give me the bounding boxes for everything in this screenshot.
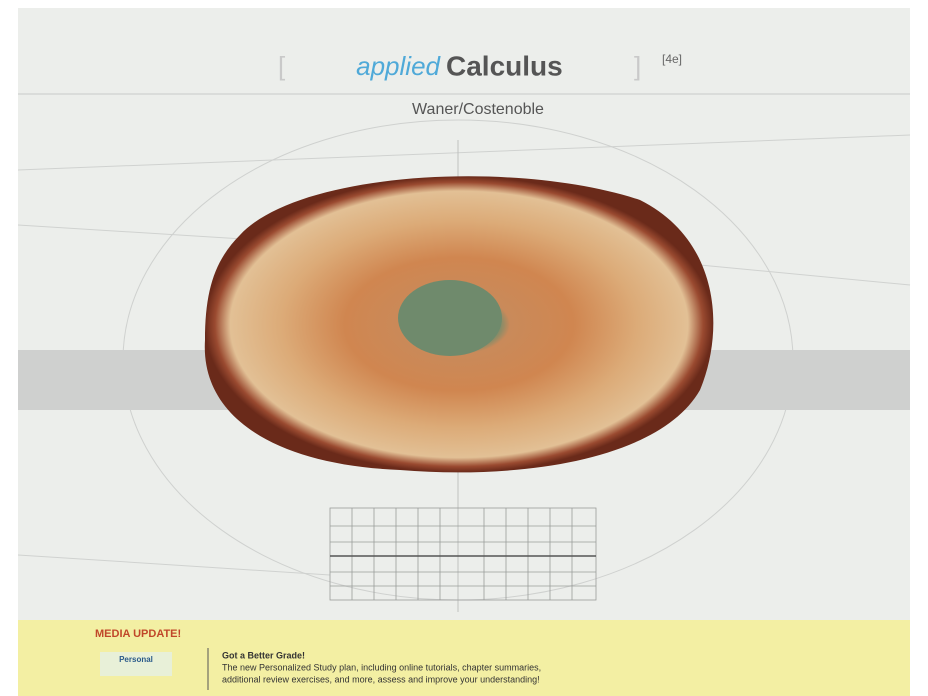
cover: [ applied Calculus ] [4e] Waner/Costenob… <box>0 0 928 696</box>
page: {"cover": { "title_prefix": "applied", "… <box>0 0 928 696</box>
bracket: ] <box>634 51 641 81</box>
banner-heading: MEDIA UPDATE! <box>95 628 181 640</box>
tree-core <box>398 280 502 356</box>
banner-logo: Personal <box>119 655 153 664</box>
banner-line: additional review exercises, and more, a… <box>222 674 540 684</box>
title: Calculus <box>446 50 563 81</box>
bracket: [ <box>278 51 286 81</box>
banner-line: The new Personalized Study plan, includi… <box>222 662 541 672</box>
authors: Waner/Costenoble <box>412 101 544 118</box>
title-prefix: applied <box>356 51 441 81</box>
banner-line: Got a Better Grade! <box>222 650 305 660</box>
edition: [4e] <box>662 52 682 66</box>
